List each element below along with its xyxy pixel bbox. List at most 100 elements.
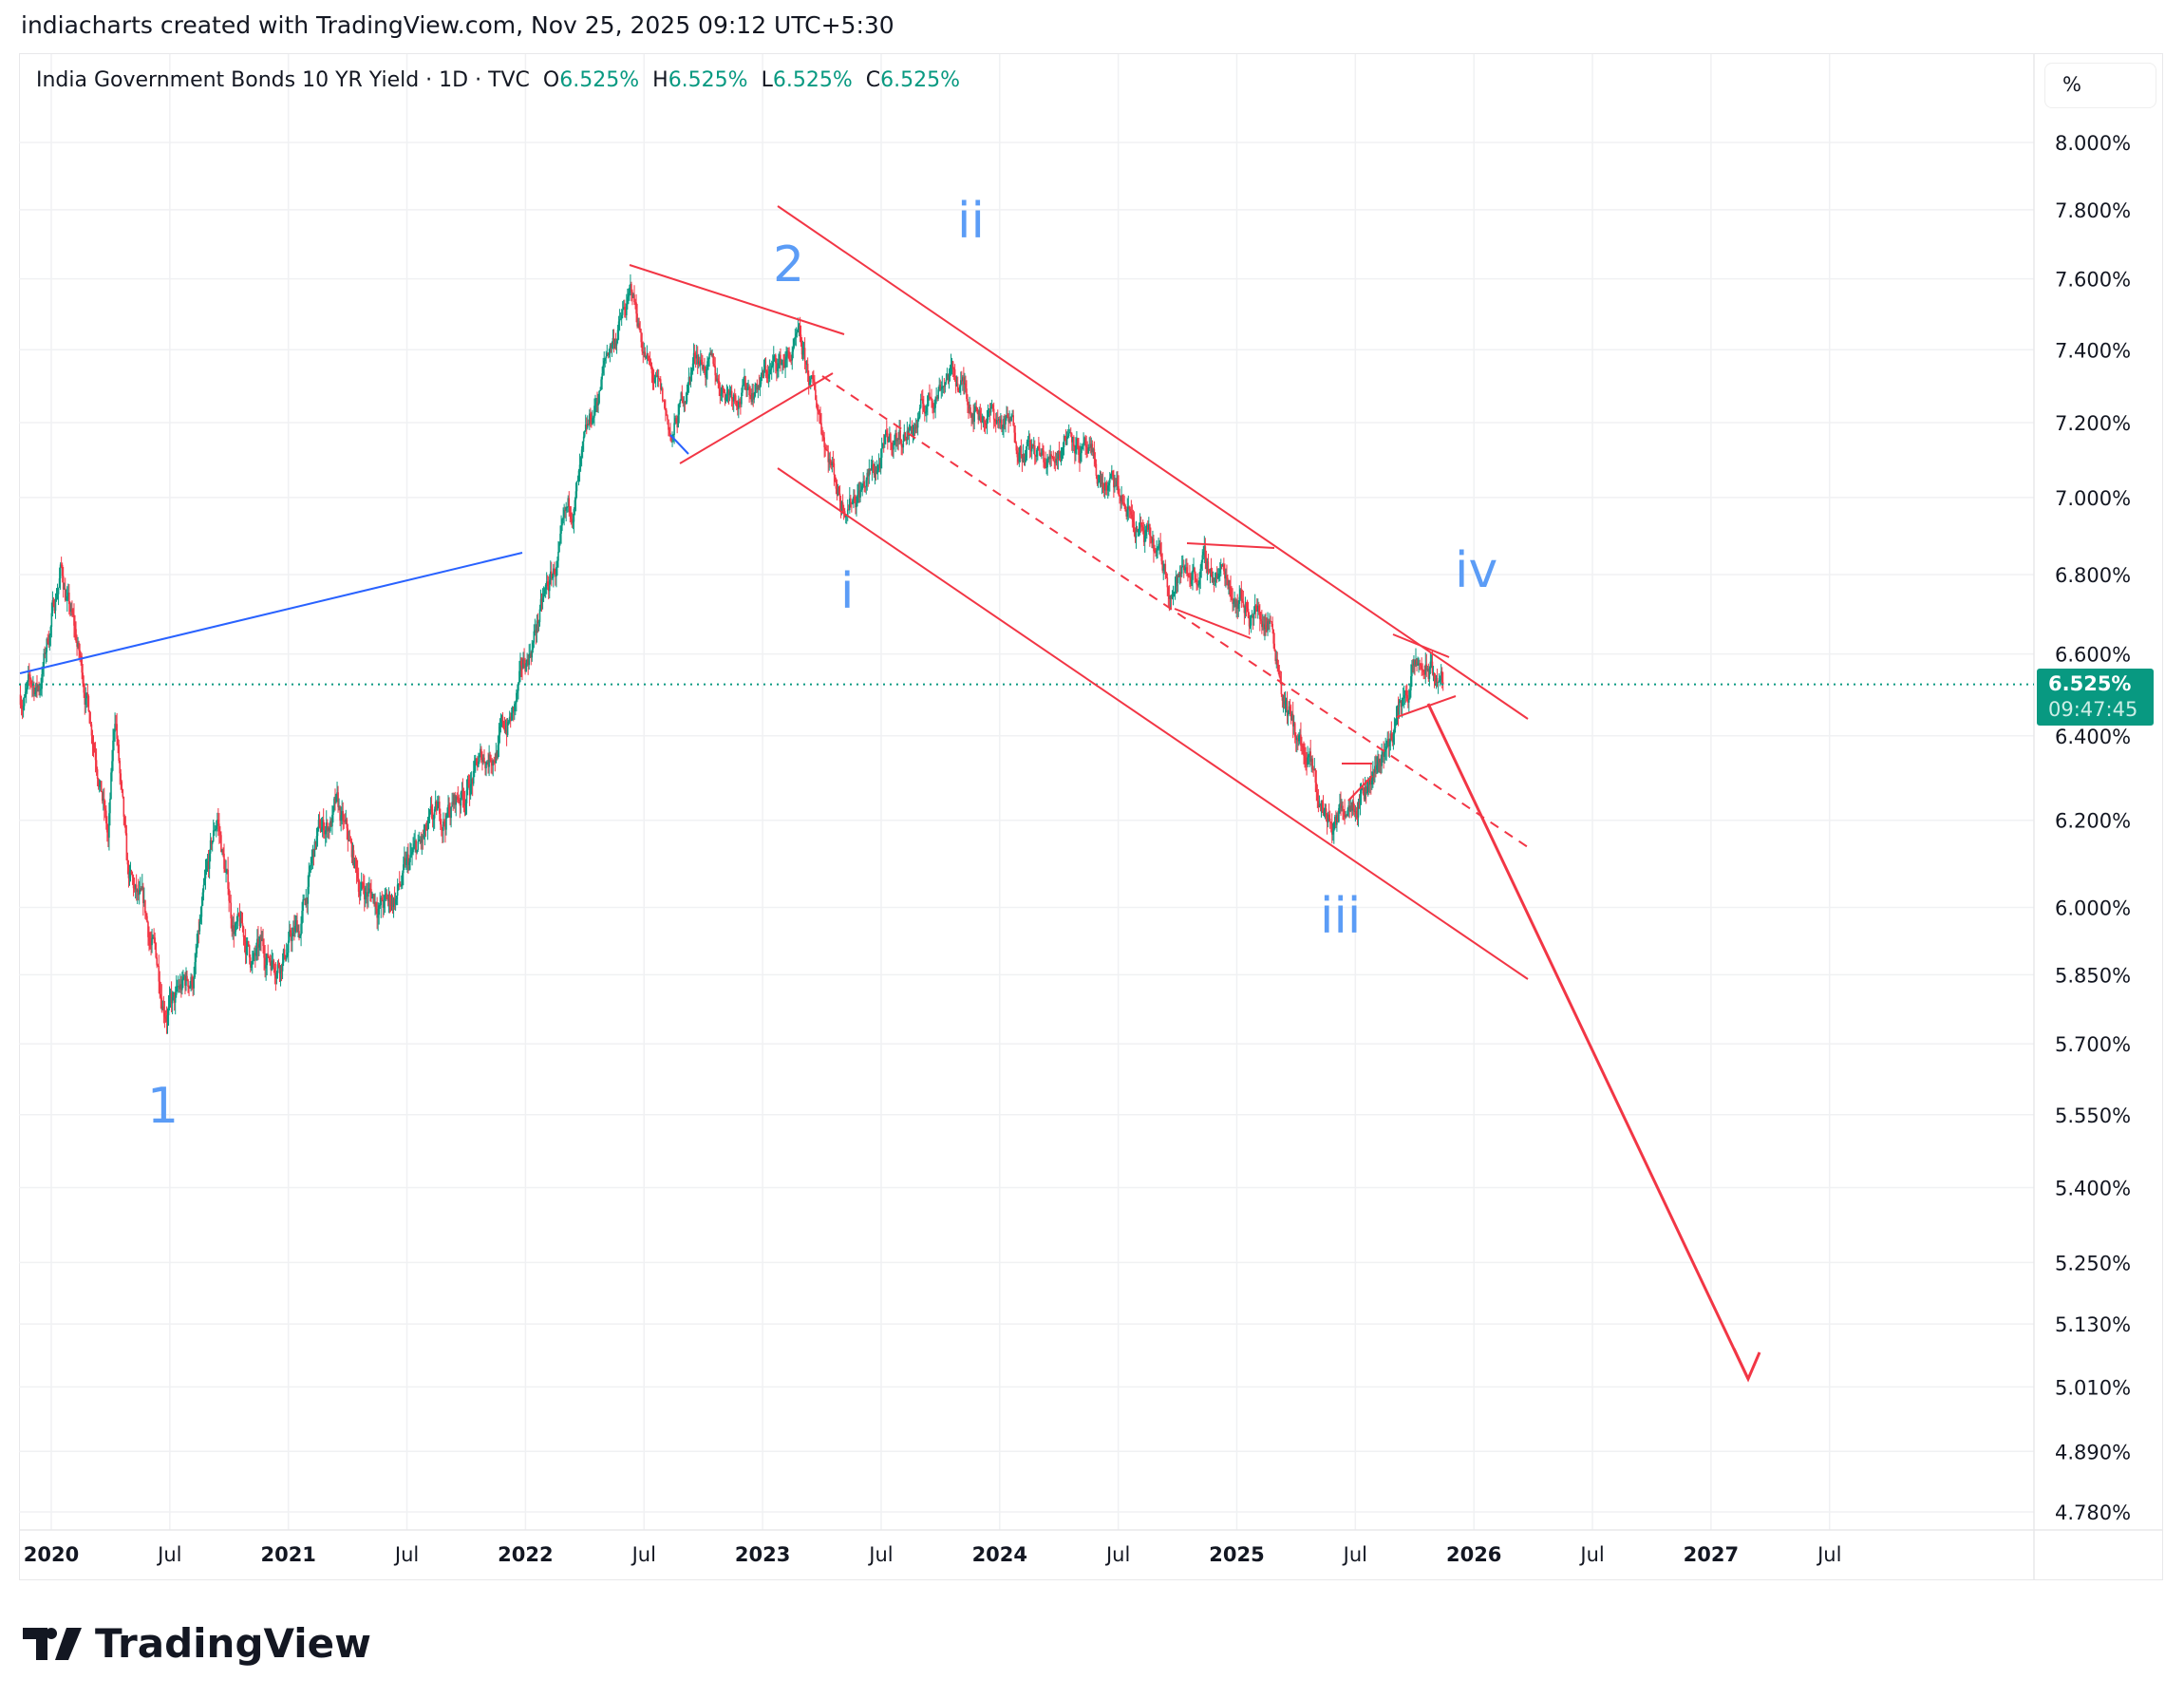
candle xyxy=(563,510,565,518)
candle xyxy=(294,926,296,932)
candle xyxy=(483,757,485,763)
candle xyxy=(949,371,951,374)
candle xyxy=(329,821,331,832)
candle xyxy=(1287,709,1290,717)
candle xyxy=(1302,746,1304,748)
candle xyxy=(915,425,918,428)
candle xyxy=(386,898,389,902)
candle xyxy=(482,757,484,762)
candle xyxy=(46,638,48,652)
candle xyxy=(1200,562,1203,569)
candle xyxy=(852,500,854,504)
candle xyxy=(720,393,723,396)
candle xyxy=(282,949,285,963)
candle xyxy=(755,383,758,385)
candle xyxy=(1254,605,1257,610)
candle xyxy=(792,347,795,352)
candle xyxy=(1056,458,1059,460)
candle xyxy=(689,372,692,381)
candle xyxy=(732,394,735,402)
candle xyxy=(236,914,239,922)
price-tick-label: 5.250% xyxy=(2055,1252,2131,1274)
candle xyxy=(251,960,254,965)
candle xyxy=(556,560,558,567)
arrowhead-icon xyxy=(1732,1348,1761,1383)
candle xyxy=(675,418,677,424)
candle xyxy=(1154,551,1156,553)
candle xyxy=(1082,444,1083,449)
candle xyxy=(494,761,497,764)
candle xyxy=(1081,448,1083,454)
candle xyxy=(225,872,227,874)
candle xyxy=(324,831,327,835)
candle xyxy=(1233,602,1234,604)
candle xyxy=(589,413,591,425)
tradingview-logo[interactable]: TradingView xyxy=(23,1620,371,1667)
candle xyxy=(109,799,111,814)
candle xyxy=(1375,765,1377,770)
candle xyxy=(955,383,958,387)
candle xyxy=(1424,664,1427,675)
candle xyxy=(742,385,744,393)
small-flag-lower xyxy=(1347,775,1373,802)
candle xyxy=(1219,564,1222,569)
candle xyxy=(1323,810,1326,816)
candle xyxy=(66,595,68,600)
candle xyxy=(1230,587,1232,597)
candle xyxy=(1070,433,1073,443)
candle xyxy=(341,811,343,816)
candle xyxy=(1312,769,1315,771)
candle xyxy=(308,872,311,887)
candle xyxy=(1391,740,1394,743)
candle xyxy=(438,802,441,814)
candle xyxy=(767,373,770,379)
candle xyxy=(751,393,753,403)
candle xyxy=(1421,669,1423,670)
candle xyxy=(1344,810,1346,818)
candle xyxy=(425,829,428,831)
scale-unit-button[interactable]: % xyxy=(2044,63,2156,108)
candle xyxy=(162,1006,165,1013)
candle xyxy=(861,485,863,490)
candle xyxy=(718,380,721,389)
candle xyxy=(174,994,177,1003)
candle xyxy=(999,419,1001,424)
candle xyxy=(1237,603,1240,609)
candle xyxy=(1243,607,1246,614)
candle xyxy=(1115,485,1117,487)
candle xyxy=(769,368,772,370)
candle xyxy=(965,383,967,389)
candle xyxy=(700,359,702,366)
candle xyxy=(905,439,908,441)
candle xyxy=(269,958,272,961)
candle xyxy=(1261,621,1263,628)
candle xyxy=(1232,599,1233,604)
candle xyxy=(878,463,881,469)
candle xyxy=(1305,757,1307,764)
candle xyxy=(1429,661,1432,670)
candle xyxy=(1326,817,1328,823)
candle xyxy=(270,960,273,971)
candle xyxy=(1328,818,1331,822)
candle xyxy=(778,363,780,368)
candle xyxy=(1433,672,1436,679)
candle xyxy=(346,819,348,829)
price-tick-label: 6.600% xyxy=(2055,644,2131,667)
candle xyxy=(97,778,100,787)
candle xyxy=(1384,751,1385,757)
final-triangle-lower xyxy=(1396,695,1457,718)
candle xyxy=(1078,447,1080,455)
candle xyxy=(517,690,518,693)
candle xyxy=(523,659,525,665)
candle xyxy=(493,760,496,762)
candle xyxy=(461,789,464,799)
candle xyxy=(919,399,922,408)
candle xyxy=(741,392,743,405)
price-tick-label: 5.700% xyxy=(2055,1033,2131,1056)
candle xyxy=(962,377,964,382)
candle xyxy=(608,353,611,355)
candle xyxy=(166,1014,169,1023)
candle xyxy=(850,498,852,503)
candle xyxy=(72,613,74,615)
